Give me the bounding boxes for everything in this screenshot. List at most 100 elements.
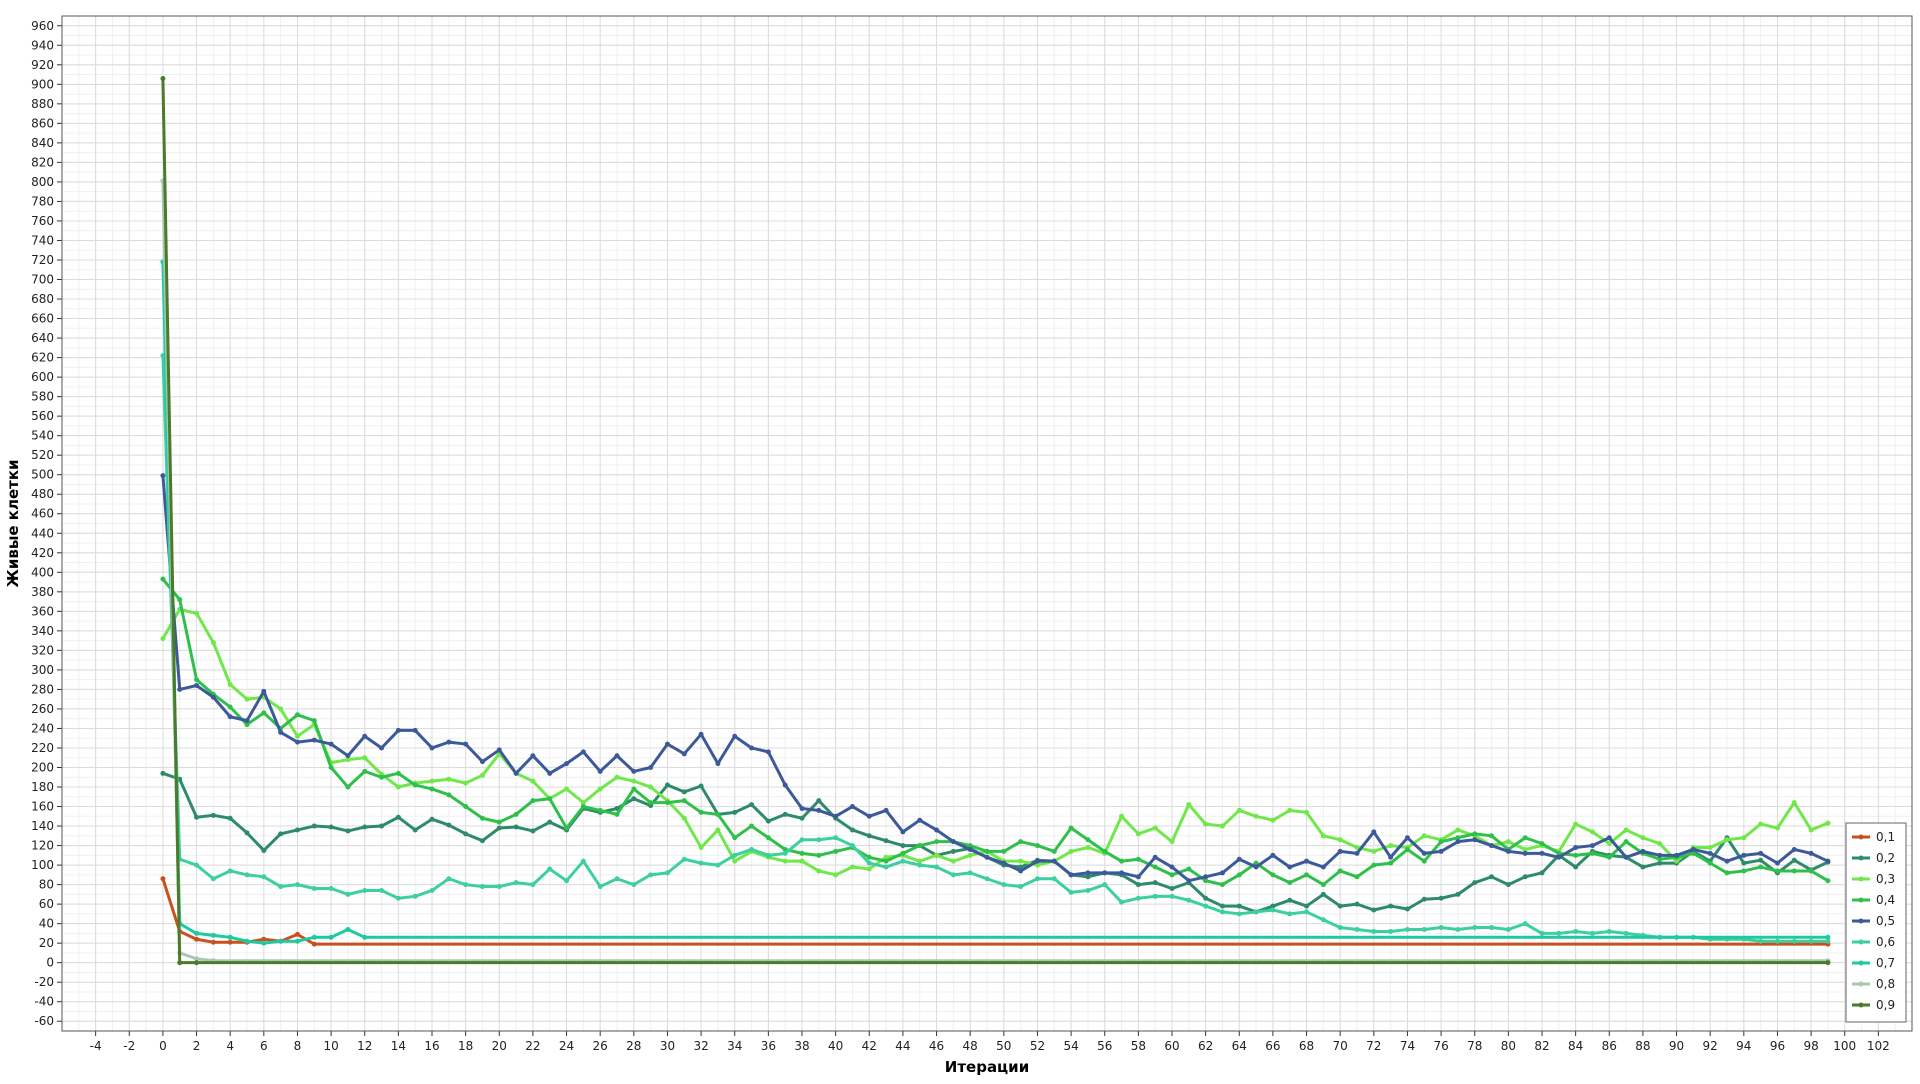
x-tick-label: 36 xyxy=(761,1039,776,1053)
data-point xyxy=(412,727,418,733)
data-point xyxy=(479,772,485,778)
y-tick-label: 500 xyxy=(31,468,54,482)
data-point xyxy=(463,804,469,810)
data-point xyxy=(160,876,166,882)
data-point xyxy=(1640,864,1646,870)
data-point xyxy=(345,891,351,897)
data-point xyxy=(1051,848,1057,854)
data-point xyxy=(934,827,940,833)
x-tick-label: 64 xyxy=(1232,1039,1247,1053)
data-point xyxy=(1186,802,1192,808)
data-point xyxy=(1152,864,1158,870)
data-point xyxy=(311,941,317,947)
data-point xyxy=(1001,848,1007,854)
series-0,9 xyxy=(160,75,1831,966)
data-point xyxy=(1606,841,1612,847)
data-point xyxy=(883,858,889,864)
data-point xyxy=(513,770,519,776)
data-point xyxy=(816,837,822,843)
data-point xyxy=(1119,813,1125,819)
y-tick-label: 600 xyxy=(31,370,54,384)
data-point xyxy=(530,882,536,888)
data-point xyxy=(1152,854,1158,860)
data-point xyxy=(1320,864,1326,870)
data-point xyxy=(1388,860,1394,866)
data-point xyxy=(1135,831,1141,837)
data-point xyxy=(1522,846,1528,852)
data-point xyxy=(614,876,620,882)
data-point xyxy=(261,874,267,880)
data-point xyxy=(1825,858,1831,864)
data-point xyxy=(1320,891,1326,897)
data-point xyxy=(1068,872,1074,878)
data-point xyxy=(664,870,670,876)
data-point xyxy=(1774,825,1780,831)
data-point xyxy=(1354,874,1360,880)
x-tick-label: 52 xyxy=(1030,1039,1045,1053)
data-point xyxy=(294,827,300,833)
data-point xyxy=(900,829,906,835)
legend-item-label: 0,1 xyxy=(1876,830,1895,844)
data-point xyxy=(160,473,166,479)
y-tick-label: 840 xyxy=(31,136,54,150)
x-tick-label: 10 xyxy=(323,1039,338,1053)
x-tick-label: 72 xyxy=(1366,1039,1381,1053)
data-point xyxy=(530,753,536,759)
data-point xyxy=(463,741,469,747)
x-tick-label: 16 xyxy=(424,1039,439,1053)
data-point xyxy=(311,934,317,940)
data-point xyxy=(345,757,351,763)
data-point xyxy=(1606,928,1612,934)
data-point xyxy=(1018,864,1024,870)
data-point xyxy=(1287,807,1293,813)
y-tick-label: 60 xyxy=(39,897,54,911)
data-point xyxy=(765,749,771,755)
data-point xyxy=(1186,897,1192,903)
data-point xyxy=(1455,835,1461,841)
data-point xyxy=(1489,833,1495,839)
data-point xyxy=(1404,846,1410,852)
data-point xyxy=(479,884,485,890)
data-point xyxy=(900,843,906,849)
data-point xyxy=(648,872,654,878)
data-point xyxy=(1438,848,1444,854)
data-point xyxy=(177,597,183,603)
data-point xyxy=(1270,852,1276,858)
data-point xyxy=(749,823,755,829)
x-tick-label: 90 xyxy=(1669,1039,1684,1053)
data-point xyxy=(294,931,300,937)
data-point xyxy=(194,610,200,616)
data-point xyxy=(278,884,284,890)
data-point xyxy=(446,822,452,828)
data-point xyxy=(597,884,603,890)
data-point xyxy=(311,718,317,724)
data-point xyxy=(1758,938,1764,944)
y-tick-label: 440 xyxy=(31,526,54,540)
data-point xyxy=(631,882,637,888)
series-0,7 xyxy=(160,259,1831,946)
y-tick-label: 20 xyxy=(39,936,54,950)
data-point xyxy=(1556,850,1562,856)
data-point xyxy=(1203,878,1209,884)
legend: 0,1 0,2 0,3 0,4 0,5 0,6 0,7 0,8 0,9 xyxy=(1845,822,1907,1023)
data-point xyxy=(1791,857,1797,863)
data-point xyxy=(1219,903,1225,909)
data-point xyxy=(244,696,250,702)
data-point xyxy=(1152,825,1158,831)
data-point xyxy=(631,786,637,792)
data-point xyxy=(782,811,788,817)
data-point xyxy=(1135,895,1141,901)
data-point xyxy=(1573,852,1579,858)
data-point xyxy=(1690,850,1696,856)
data-point xyxy=(1623,827,1629,833)
data-point xyxy=(227,939,233,945)
data-point xyxy=(1304,909,1310,915)
x-tick-label: 96 xyxy=(1770,1039,1785,1053)
y-tick-label: 900 xyxy=(31,77,54,91)
data-point xyxy=(984,848,990,854)
data-point xyxy=(597,768,603,774)
y-tick-label: 780 xyxy=(31,194,54,208)
data-point xyxy=(261,847,267,853)
data-point xyxy=(1657,841,1663,847)
data-point xyxy=(664,741,670,747)
